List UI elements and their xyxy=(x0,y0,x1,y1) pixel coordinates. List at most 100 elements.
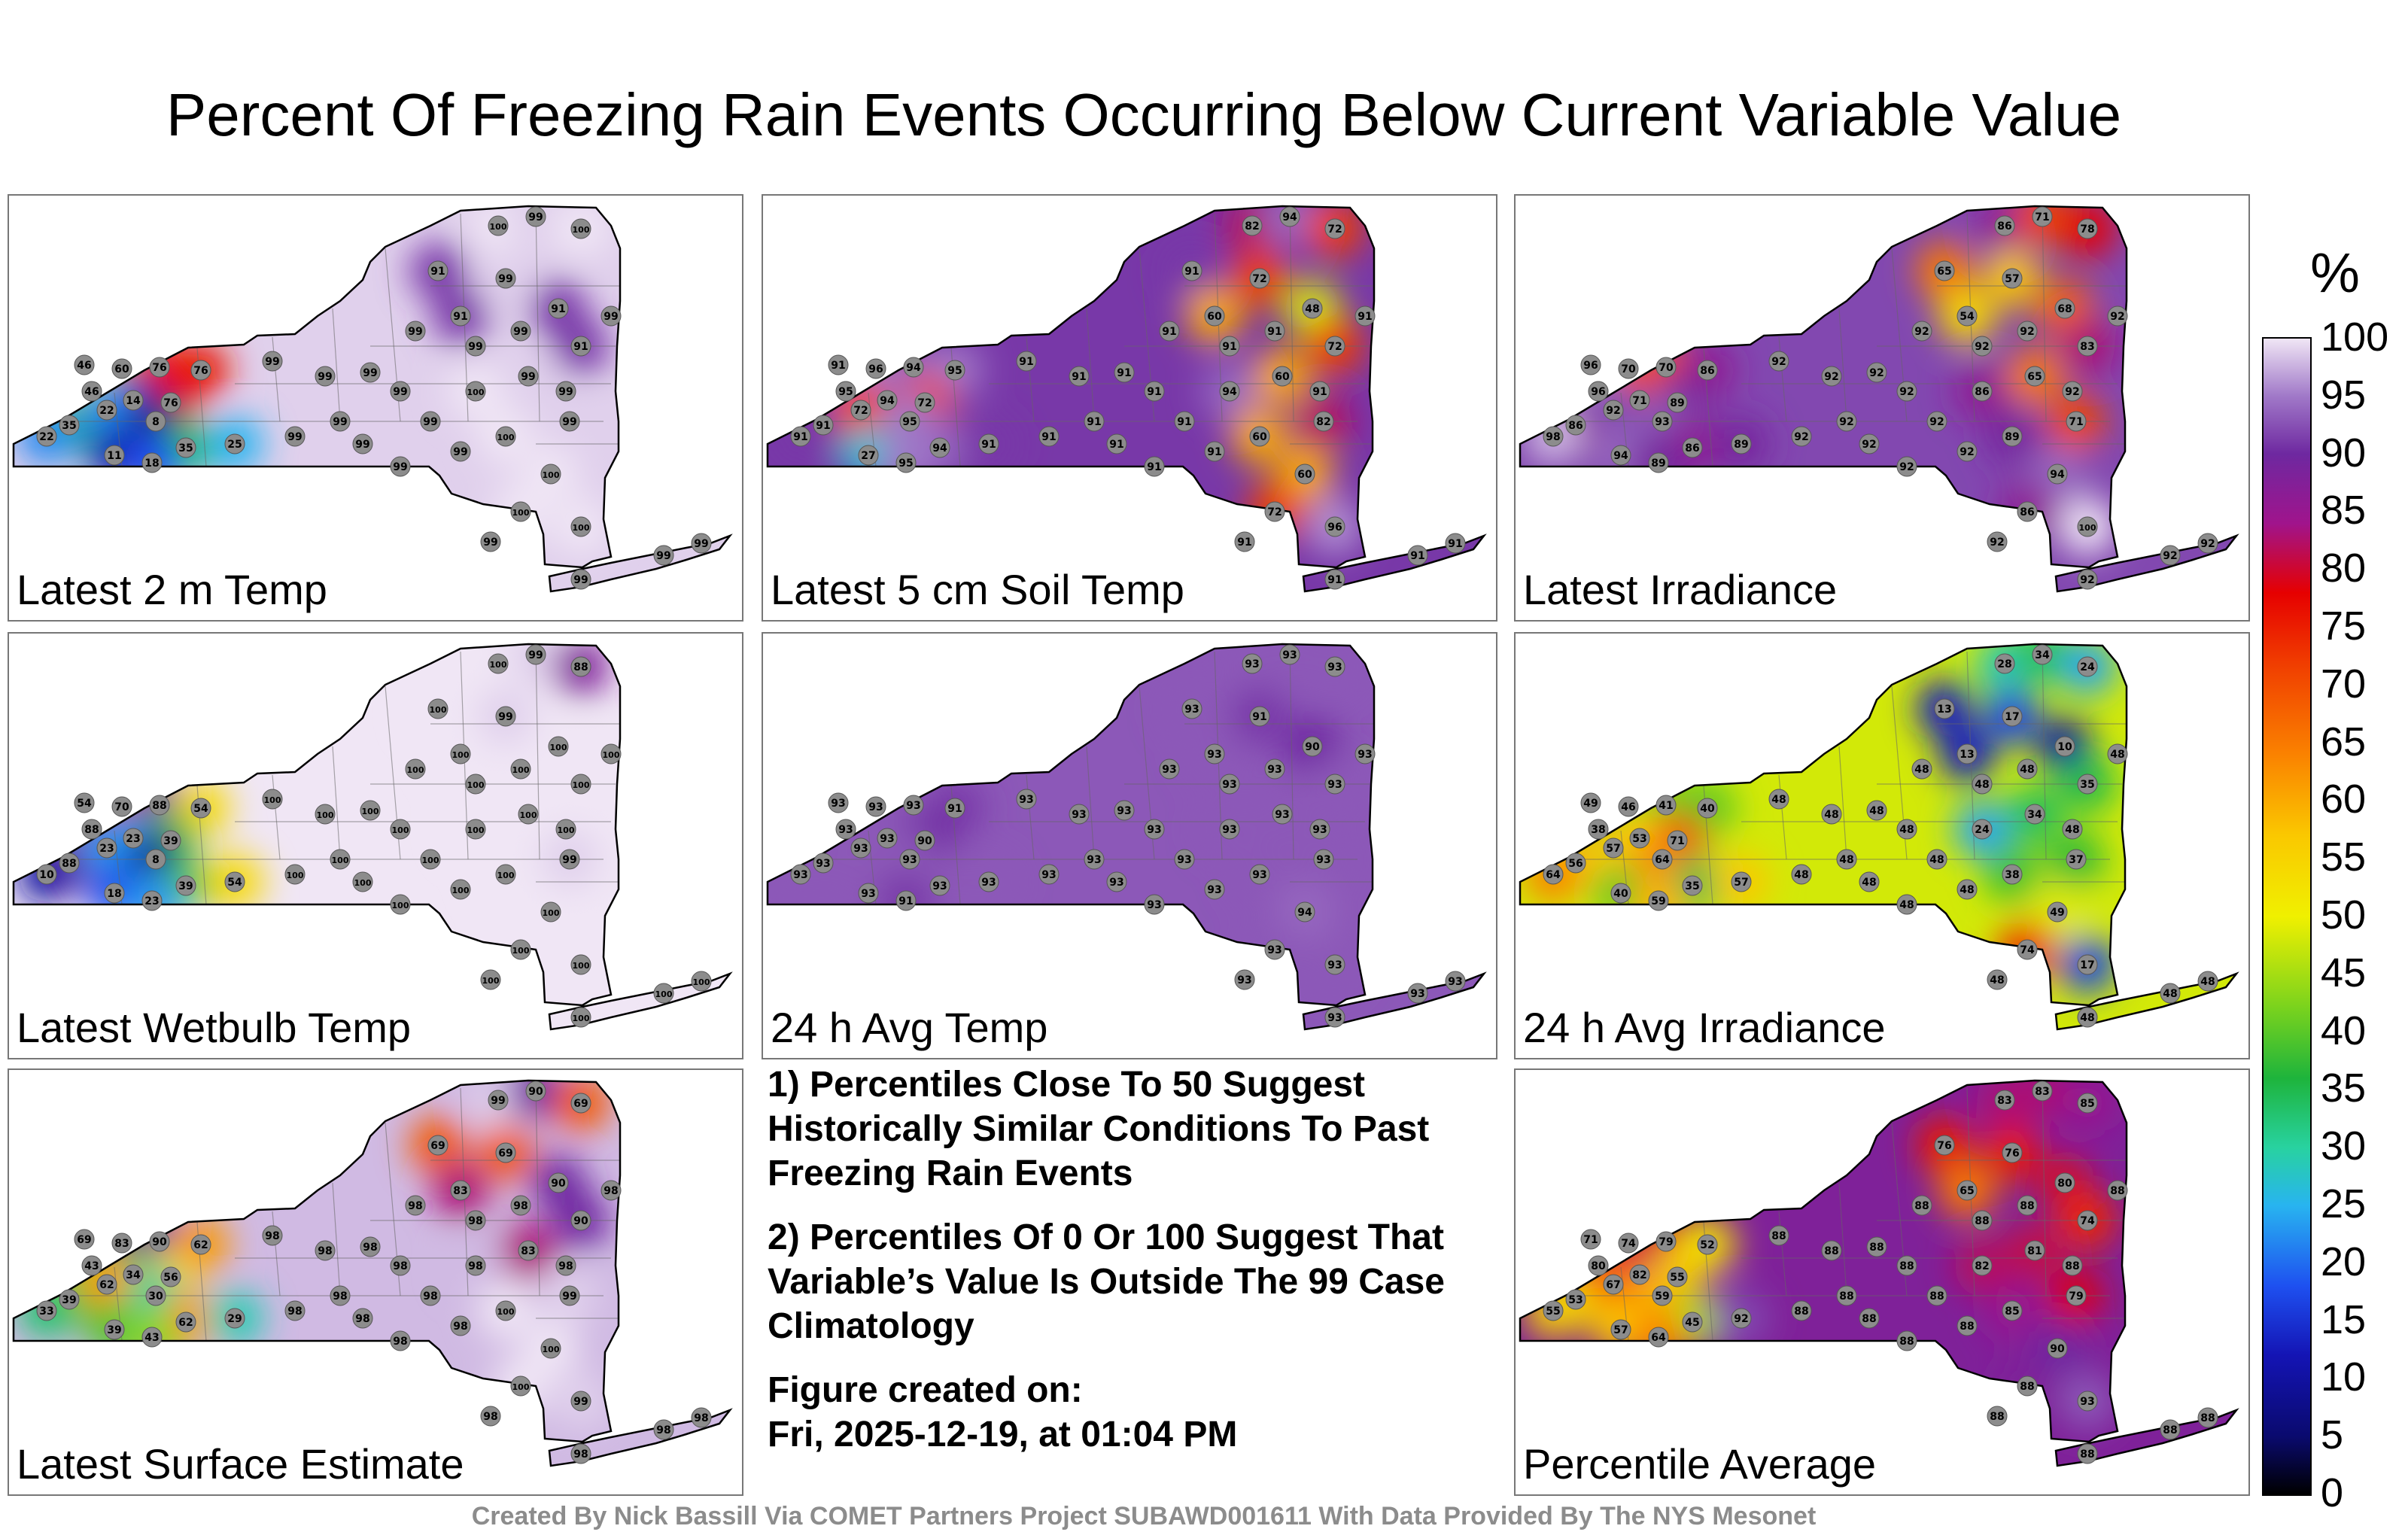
colorbar-tick-label: 80 xyxy=(2321,546,2367,591)
station-dot xyxy=(1181,698,1202,719)
station-dot xyxy=(1821,366,1842,387)
station-value: 88 xyxy=(1862,1313,1876,1325)
station-dot xyxy=(1994,1090,2015,1111)
station-marker-east: 100 xyxy=(540,464,561,485)
station-marker-east: 69 xyxy=(570,1093,591,1114)
station-marker-west: 39 xyxy=(160,830,181,851)
station-marker-west: 46 xyxy=(1618,796,1639,817)
station-value: 100 xyxy=(422,856,439,865)
station-marker-west: 71 xyxy=(1629,390,1650,411)
station-marker-east: 13 xyxy=(1956,743,1978,764)
station-value: 99 xyxy=(528,649,543,661)
station-value: 92 xyxy=(2110,311,2124,323)
station-dot xyxy=(570,218,591,239)
station-dot xyxy=(160,830,181,851)
station-value: 99 xyxy=(363,367,377,379)
station-dot xyxy=(96,1274,117,1295)
station-marker: 100 xyxy=(262,789,283,810)
station-value: 100 xyxy=(452,886,470,895)
map-panel: 99 99 99 99 99 99 99 99 99 99 99 99 99 99 99 99 99 99 99 46… xyxy=(8,194,743,622)
station-value: 98 xyxy=(408,1200,422,1212)
station-value: 91 xyxy=(453,311,467,323)
station-dot xyxy=(284,426,306,447)
station-marker-east: 100 xyxy=(570,516,591,537)
station-dot xyxy=(2066,411,2087,432)
station-dot xyxy=(691,533,712,554)
percentile-field xyxy=(14,644,730,1029)
station-dot xyxy=(2002,268,2023,289)
station-marker: 100 xyxy=(405,758,426,780)
station-dot xyxy=(570,1007,591,1028)
station-dot xyxy=(1272,804,1293,825)
station-dot xyxy=(1445,533,1466,554)
station-dot xyxy=(1580,792,1601,813)
ny-outline xyxy=(766,643,1376,1007)
station-dot xyxy=(895,452,917,473)
station-marker: 99 xyxy=(691,533,712,554)
station-dot xyxy=(653,1419,674,1440)
station-value: 93 xyxy=(1327,1012,1342,1024)
station-marker-east: 76 xyxy=(1934,1135,1955,1156)
colorbar-tick-label: 40 xyxy=(2321,1008,2367,1053)
station-value: 91 xyxy=(1147,461,1161,473)
station-dot xyxy=(1204,879,1225,900)
station-value: 90 xyxy=(2050,1343,2065,1355)
station-value: 98 xyxy=(318,1245,332,1257)
station-value: 48 xyxy=(1869,805,1884,817)
station-dot xyxy=(123,1264,144,1285)
station-dot xyxy=(1264,501,1285,522)
station-marker-west: 74 xyxy=(1618,1233,1639,1254)
station-value: 88 xyxy=(1914,1200,1929,1212)
station-value: 82 xyxy=(1245,220,1259,233)
station-marker-east: 99 xyxy=(570,1391,591,1412)
station-marker: 99 xyxy=(510,321,531,342)
station-dot xyxy=(1219,819,1240,840)
station-value: 57 xyxy=(1734,877,1748,889)
station-value: 100 xyxy=(467,388,485,397)
station-marker: 91 xyxy=(1144,381,1165,402)
station-marker: 98 xyxy=(405,1195,426,1216)
station-dot xyxy=(427,260,448,281)
station-value: 72 xyxy=(1252,273,1266,285)
station-value: 54 xyxy=(227,877,242,889)
station-value: 65 xyxy=(1937,266,1951,278)
station-marker: 91 xyxy=(1144,456,1165,477)
station-value: 92 xyxy=(2065,386,2079,398)
station-dot xyxy=(1264,758,1285,780)
station-value: 40 xyxy=(1613,888,1628,900)
station-dot xyxy=(1629,1264,1650,1285)
station-value: 93 xyxy=(1237,974,1251,986)
station-value: 80 xyxy=(1591,1260,1606,1272)
station-dot xyxy=(1836,1285,1857,1306)
station-marker-west: 22 xyxy=(36,426,57,447)
station-value: 92 xyxy=(1839,416,1853,428)
station-dot xyxy=(1610,883,1631,904)
station-value: 99 xyxy=(333,416,347,428)
county-line xyxy=(1086,308,1095,422)
station-dot xyxy=(390,894,411,915)
station-value: 91 xyxy=(1162,326,1176,338)
station-marker: 91 xyxy=(1204,441,1225,462)
station-value: 88 xyxy=(1899,1260,1914,1272)
station-value: 86 xyxy=(1700,365,1714,377)
station-value: 95 xyxy=(947,365,962,377)
station-marker: 93 xyxy=(1069,804,1090,825)
station-marker-east: 71 xyxy=(2066,411,2087,432)
station-marker-west: 91 xyxy=(828,354,849,375)
station-value: 100 xyxy=(467,780,485,790)
station-dot xyxy=(1249,426,1270,447)
station-value: 90 xyxy=(528,1086,543,1098)
station-value: 99 xyxy=(528,211,543,223)
station-marker-east: 17 xyxy=(2077,954,2098,975)
station-marker: 93 xyxy=(1159,758,1180,780)
station-dot xyxy=(59,1289,80,1310)
station-marker: 88 xyxy=(1972,1210,1993,1231)
station-value: 60 xyxy=(1297,469,1312,481)
station-dot xyxy=(835,381,856,402)
station-dot xyxy=(315,366,336,387)
station-marker-east: 28 xyxy=(1994,653,2015,674)
station-dot xyxy=(2017,758,2038,780)
station-marker-east: 93 xyxy=(1324,954,1345,975)
station-value: 98 xyxy=(355,1313,369,1325)
station-dot xyxy=(1016,789,1037,810)
